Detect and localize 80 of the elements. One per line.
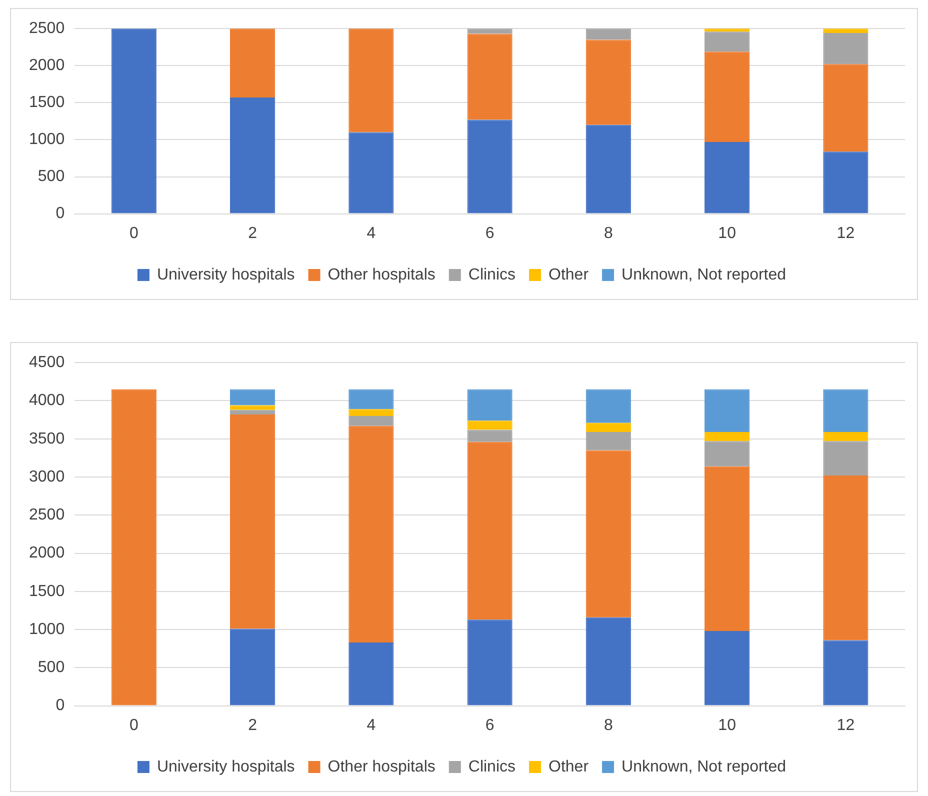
bar bbox=[586, 389, 631, 423]
y-tick-label: 4000 bbox=[29, 392, 65, 410]
x-tick-label: 2 bbox=[248, 716, 258, 734]
bar bbox=[823, 389, 868, 432]
bar bbox=[348, 409, 394, 416]
bar bbox=[230, 97, 276, 214]
y-tick-label: 500 bbox=[38, 168, 65, 186]
bar bbox=[586, 28, 631, 40]
bar bbox=[348, 389, 394, 410]
bar bbox=[704, 441, 750, 466]
bar bbox=[348, 416, 394, 426]
y-tick-label: 0 bbox=[56, 697, 65, 714]
y-tick-label: 0 bbox=[56, 205, 65, 222]
x-tick-label: 0 bbox=[129, 224, 138, 242]
legend-label: Unknown, Not reported bbox=[622, 758, 786, 776]
bar bbox=[823, 33, 868, 64]
bar bbox=[823, 28, 868, 34]
bar bbox=[348, 642, 394, 706]
legend-label: Clinics bbox=[468, 758, 516, 776]
bar bbox=[704, 32, 750, 52]
bar bbox=[823, 640, 868, 706]
y-tick-label: 1000 bbox=[29, 131, 65, 148]
x-tick-label: 10 bbox=[718, 224, 736, 242]
y-tick-label: 4500 bbox=[29, 354, 65, 372]
legend-label: Other hospitals bbox=[328, 758, 436, 776]
bar bbox=[111, 28, 156, 214]
y-tick-label: 3500 bbox=[29, 430, 65, 448]
bar bbox=[230, 628, 276, 706]
y-tick-label: 2000 bbox=[29, 57, 65, 74]
legend-label: University hospitals bbox=[156, 758, 295, 776]
y-tick-label: 2500 bbox=[29, 506, 65, 524]
bar bbox=[704, 631, 750, 706]
bar bbox=[823, 432, 868, 442]
bar bbox=[823, 441, 868, 476]
bar bbox=[704, 142, 750, 214]
bar bbox=[230, 389, 276, 406]
bar bbox=[704, 389, 750, 432]
bar bbox=[586, 617, 631, 706]
bar bbox=[348, 426, 394, 642]
x-tick-label: 8 bbox=[604, 716, 613, 734]
x-tick-label: 8 bbox=[604, 224, 613, 242]
bar bbox=[230, 410, 276, 414]
x-tick-label: 6 bbox=[485, 224, 494, 242]
x-tick-label: 2 bbox=[248, 224, 258, 242]
y-tick-label: 2500 bbox=[29, 20, 65, 38]
bar bbox=[823, 475, 868, 640]
bar bbox=[348, 28, 394, 132]
legend-label: Clinics bbox=[468, 266, 516, 284]
bar bbox=[230, 28, 276, 98]
bar bbox=[704, 432, 750, 442]
bar bbox=[111, 389, 156, 706]
x-tick-label: 12 bbox=[836, 716, 855, 734]
x-tick-label: 6 bbox=[485, 716, 494, 734]
y-tick-label: 1500 bbox=[29, 582, 65, 600]
bar bbox=[586, 422, 631, 432]
y-tick-label: 1000 bbox=[29, 620, 65, 638]
bar bbox=[348, 132, 394, 214]
x-tick-label: 0 bbox=[129, 716, 138, 734]
legend-label: Unknown, Not reported bbox=[622, 266, 786, 284]
legend-label: University hospitals bbox=[156, 266, 295, 284]
x-tick-label: 12 bbox=[836, 224, 855, 242]
legend-label: Other hospitals bbox=[328, 266, 436, 284]
bar bbox=[586, 450, 631, 618]
y-tick-label: 1500 bbox=[29, 94, 65, 112]
bar bbox=[823, 64, 868, 152]
bar bbox=[586, 432, 631, 450]
y-tick-label: 500 bbox=[38, 659, 65, 676]
x-tick-label: 4 bbox=[366, 224, 376, 242]
bar bbox=[586, 124, 631, 214]
bar bbox=[586, 40, 631, 125]
legend-label: Other bbox=[548, 266, 590, 284]
legend-label: Other bbox=[548, 758, 590, 776]
bar bbox=[704, 466, 750, 632]
bar bbox=[230, 414, 276, 629]
x-tick-label: 10 bbox=[718, 716, 736, 734]
x-tick-label: 4 bbox=[366, 716, 376, 734]
y-tick-label: 3000 bbox=[29, 468, 65, 486]
bar bbox=[823, 152, 868, 214]
bar bbox=[704, 52, 750, 142]
y-tick-label: 2000 bbox=[29, 544, 65, 562]
